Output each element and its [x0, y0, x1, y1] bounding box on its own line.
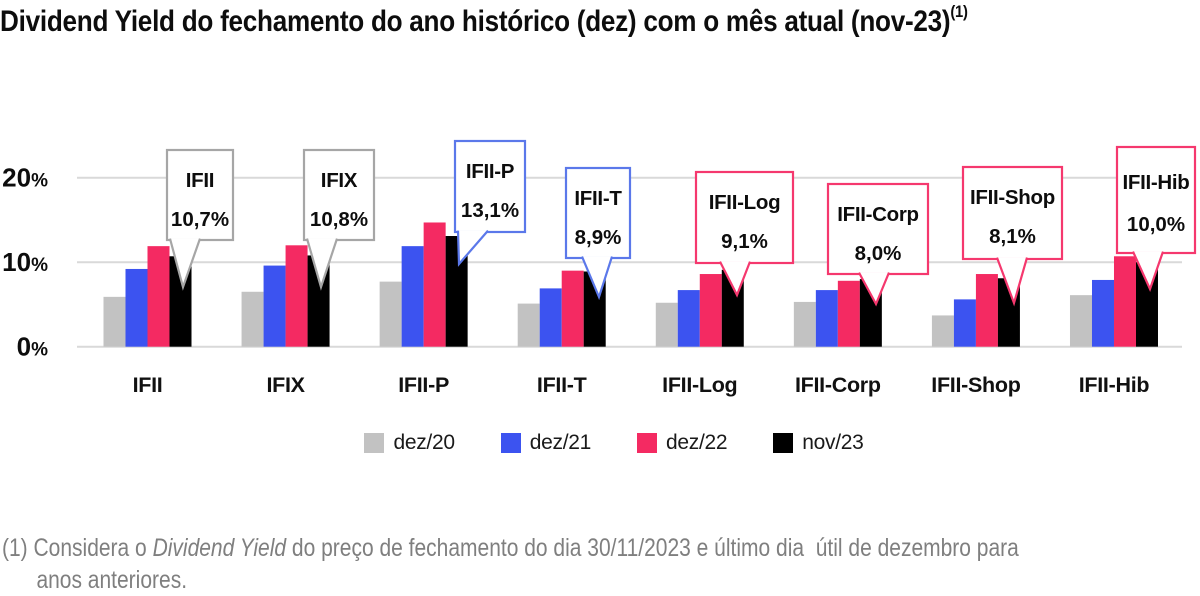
- bar-IFII-Hib-dez/22: [1113, 256, 1136, 347]
- category-label-IFII-T: IFII-T: [537, 373, 587, 397]
- callout-tail-IFIX: [305, 238, 339, 291]
- callout-label-IFII-P: IFII-P: [466, 160, 514, 183]
- callout-value-IFII-T: 8,9%: [575, 226, 622, 249]
- legend-swatch-nov/23: [773, 433, 794, 453]
- bar-IFII-Log-dez/21: [677, 290, 700, 347]
- bar-IFII-T-dez/21: [539, 288, 562, 347]
- callout-value-IFII-Shop: 8,1%: [989, 225, 1036, 248]
- legend-item-dez/20: dez/20: [364, 431, 455, 455]
- bar-IFII-Corp-dez/22: [837, 280, 860, 347]
- callout-IFII-T: IFII-T 8,9%: [564, 166, 632, 301]
- callout-box-IFII: [165, 148, 235, 242]
- legend-label-dez/22: dez/22: [666, 431, 728, 454]
- callout-value-IFII-P: 13,1%: [461, 199, 519, 222]
- bar-IFII-dez/21: [125, 268, 148, 347]
- callout-IFII-Corp: IFII-Corp 8,0%: [826, 182, 930, 307]
- callout-tail-IFII-T: [580, 256, 614, 301]
- footnote-prefix: (1) Considera o: [2, 534, 153, 562]
- bar-IFII-Hib-dez/21: [1091, 279, 1114, 347]
- legend-label-dez/20: dez/20: [393, 431, 455, 454]
- bar-IFII-dez/20: [103, 296, 126, 347]
- y-tick-label-20%: 20%: [2, 163, 48, 193]
- y-tick-label-0%: 0%: [17, 332, 48, 362]
- bar-IFII-Shop-dez/20: [931, 315, 954, 347]
- page-title-text: Dividend Yield do fechamento do ano hist…: [0, 5, 951, 38]
- callout-box-IFII-T: [564, 166, 632, 260]
- bar-IFII-P-dez/21: [401, 246, 424, 347]
- bar-IFII-Corp-dez/20: [793, 301, 816, 347]
- bar-IFII-Corp-dez/21: [815, 290, 838, 347]
- callout-IFII-Shop: IFII-Shop 8,1%: [961, 165, 1064, 307]
- footnote-line2: anos anteriores.: [36, 565, 188, 594]
- bar-IFII-P-nov/23: [445, 236, 468, 347]
- bar-IFIX-dez/22: [285, 245, 308, 347]
- page-title: Dividend Yield do fechamento do ano hist…: [0, 2, 1200, 39]
- callout-box-IFII-Shop: [961, 165, 1064, 261]
- callout-label-IFII-T: IFII-T: [574, 187, 622, 210]
- legend-swatch-dez/21: [500, 433, 521, 453]
- bar-IFII-dez/22: [147, 246, 170, 347]
- y-tick-label-10%: 10%: [2, 247, 48, 277]
- callout-value-IFII: 10,7%: [171, 208, 229, 231]
- callout-value-IFII-Log: 9,1%: [721, 230, 768, 253]
- callout-tail-IFII-P: [456, 229, 489, 267]
- bar-IFII-Hib-dez/20: [1069, 295, 1092, 347]
- footnote-italic-term: Dividend Yield: [152, 534, 287, 562]
- legend-swatch-dez/22: [637, 433, 657, 453]
- legend-item-dez/21: dez/21: [500, 431, 592, 455]
- category-label-IFII-Log: IFII-Log: [662, 373, 737, 397]
- bar-IFIX-dez/21: [263, 265, 286, 347]
- callout-IFII-Hib: IFII-Hib 10,0%: [1115, 145, 1197, 292]
- callout-label-IFII: IFII: [186, 169, 214, 192]
- bar-IFII-Log-dez/20: [655, 302, 678, 347]
- bar-IFII-Log-dez/22: [699, 274, 722, 347]
- category-label-IFII-Hib: IFII-Hib: [1079, 373, 1150, 397]
- callout-value-IFII-Hib: 10,0%: [1127, 213, 1185, 236]
- bar-IFII-P-dez/20: [379, 281, 402, 347]
- callout-IFII: IFII 10,7%: [165, 148, 235, 291]
- callout-tail-IFII-Log: [719, 261, 752, 298]
- callout-IFII-Log: IFII-Log 9,1%: [694, 170, 795, 298]
- category-label-IFII: IFII: [133, 373, 163, 397]
- legend-label-dez/21: dez/21: [529, 431, 592, 454]
- legend-item-dez/22: dez/22: [637, 431, 728, 455]
- footnote: (1) Considera o Dividend Yield do preço …: [2, 533, 1200, 596]
- callout-label-IFII-Corp: IFII-Corp: [837, 203, 919, 226]
- callout-box-IFII-Log: [694, 170, 795, 265]
- bar-IFII-Shop-dez/22: [975, 274, 998, 347]
- callout-label-IFII-Log: IFII-Log: [709, 191, 781, 214]
- chart-legend: dez/20 dez/21 dez/22 nov/23: [0, 430, 1200, 456]
- callout-value-IFII-Corp: 8,0%: [855, 242, 902, 265]
- callout-tail-IFII-Hib: [1131, 251, 1165, 292]
- callout-IFII-P: IFII-P 13,1%: [453, 139, 527, 267]
- dividend-yield-bar-chart: 0%10%20%IFII IFIX IFII-P IFII-T IFII-Log IFII…: [2, 139, 1197, 397]
- callout-box-IFII-Hib: [1115, 145, 1197, 255]
- category-label-IFII-P: IFII-P: [398, 373, 449, 397]
- bar-IFII-P-dez/22: [423, 222, 446, 347]
- callout-label-IFII-Shop: IFII-Shop: [970, 186, 1055, 209]
- page-title-footnote-marker: (1): [950, 2, 968, 21]
- category-label-IFII-Corp: IFII-Corp: [795, 373, 881, 397]
- callout-value-IFIX: 10,8%: [310, 208, 368, 231]
- callout-box-IFII-P: [453, 139, 527, 234]
- callout-tail-IFII-Corp: [858, 272, 891, 307]
- bar-IFIX-dez/20: [241, 291, 264, 347]
- callout-IFIX: IFIX 10,8%: [302, 148, 376, 291]
- bar-IFII-T-dez/20: [517, 303, 540, 347]
- bar-IFII-T-dez/22: [561, 270, 584, 347]
- callout-label-IFIX: IFIX: [321, 169, 358, 192]
- legend-swatch-dez/20: [364, 433, 385, 453]
- legend-item-nov/23: nov/23: [773, 431, 864, 455]
- callout-tail-IFII-Shop: [995, 257, 1029, 307]
- category-label-IFII-Shop: IFII-Shop: [931, 373, 1020, 397]
- bar-IFII-Shop-dez/21: [953, 299, 976, 347]
- callout-box-IFIX: [302, 148, 376, 242]
- legend-label-nov/23: nov/23: [802, 431, 864, 454]
- callout-box-IFII-Corp: [826, 182, 930, 276]
- category-label-IFIX: IFIX: [266, 373, 305, 397]
- callout-tail-IFII: [168, 238, 202, 291]
- callout-label-IFII-Hib: IFII-Hib: [1122, 171, 1189, 194]
- footnote-line1-rest: do preço de fechamento do dia 30/11/2023…: [286, 534, 1019, 562]
